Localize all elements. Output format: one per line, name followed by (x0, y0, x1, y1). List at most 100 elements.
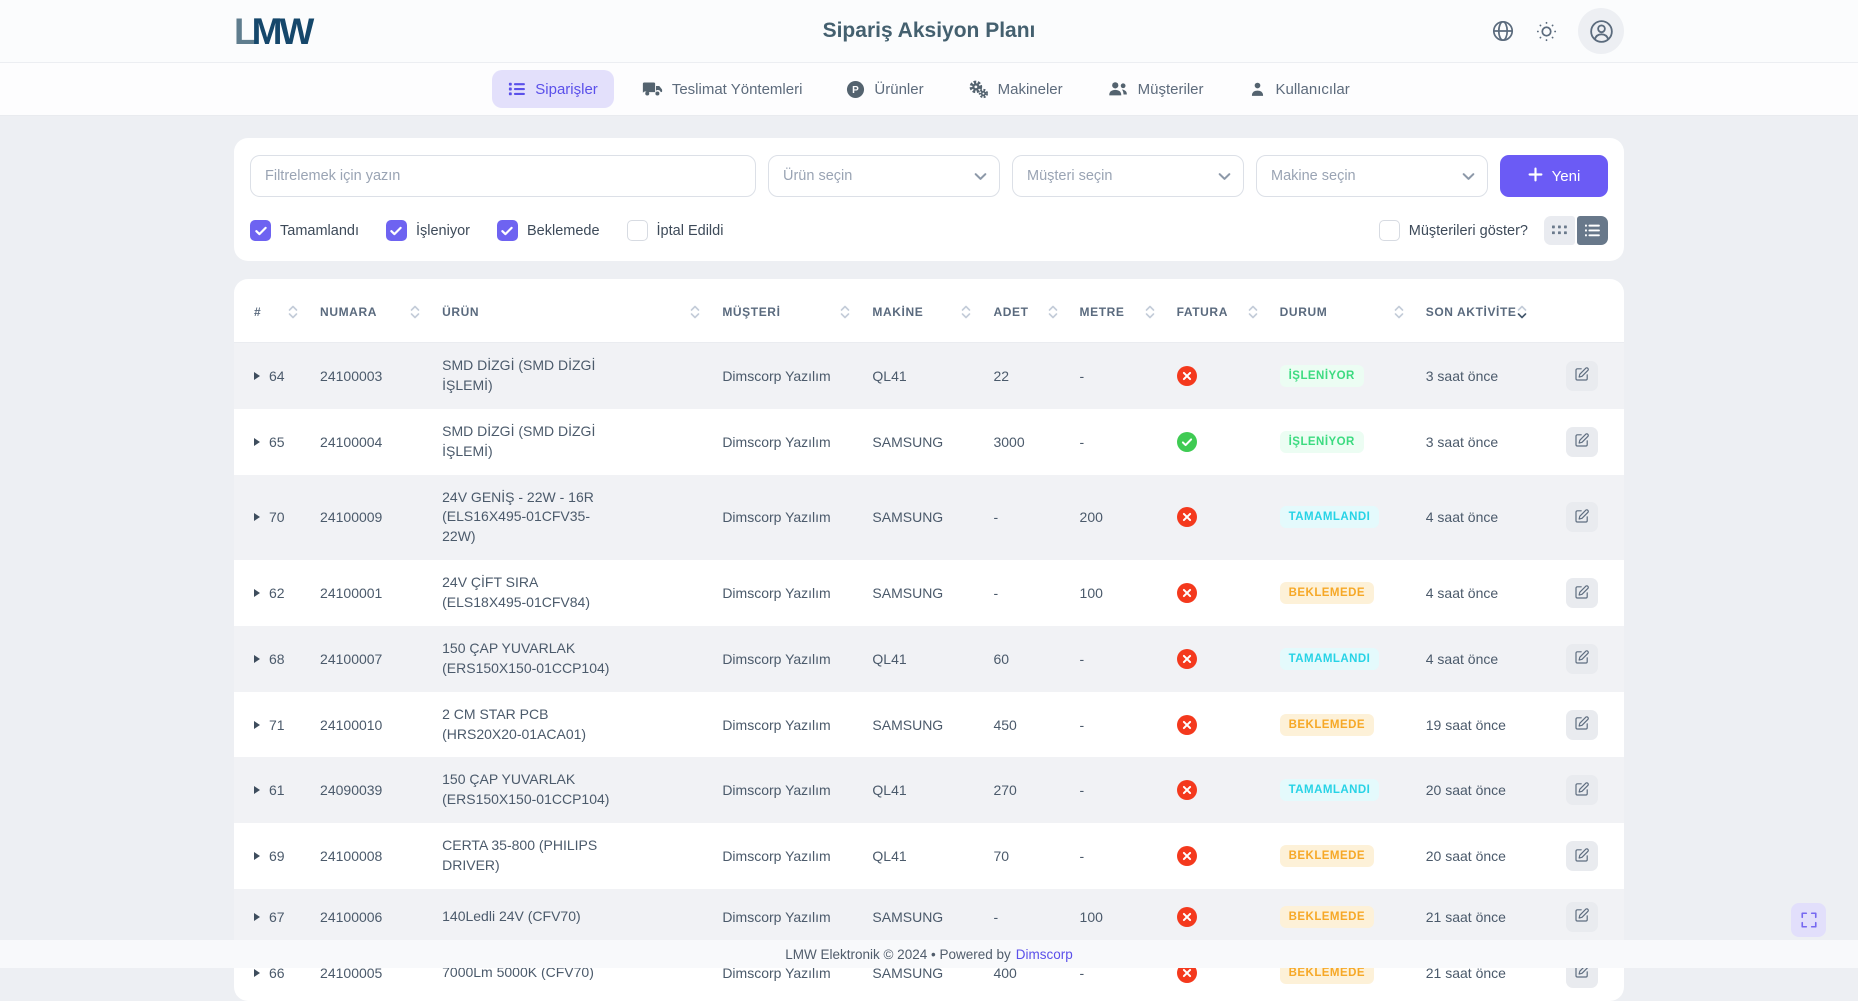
sort-icon[interactable] (1394, 304, 1404, 320)
column-header-adet[interactable]: ADET (983, 279, 1069, 343)
nav-item-urunler[interactable]: P Ürünler (830, 70, 939, 109)
nav-item-teslimat-yontemleri[interactable]: Teslimat Yöntemleri (626, 69, 819, 110)
sort-icon[interactable] (690, 304, 700, 320)
column-header-id[interactable]: # (234, 279, 310, 343)
sort-icon[interactable] (1248, 304, 1258, 320)
fullscreen-button[interactable] (1791, 903, 1826, 937)
checkbox-box[interactable] (386, 220, 407, 241)
footer-dimscorp-link[interactable]: Dimscorp (1016, 947, 1073, 962)
cell-adet: 3000 (993, 434, 1024, 450)
nav-item-makineler[interactable]: Makineler (952, 69, 1079, 110)
select-musteri[interactable]: Müşteri seçin (1012, 155, 1244, 197)
nav-item-musteriler[interactable]: Müşteriler (1091, 68, 1220, 110)
column-header-musteri[interactable]: MÜŞTERİ (712, 279, 862, 343)
row-expand-caret[interactable] (254, 786, 260, 794)
cell-id: 65 (269, 434, 285, 450)
cell-urun: 24V GENİŞ - 22W - 16R (ELS16X495-01CFV35… (442, 488, 617, 548)
cell-metre: - (1080, 848, 1085, 864)
column-header-aktivite[interactable]: SON AKTİVİTE (1416, 279, 1538, 343)
cell-numara: 24100004 (320, 434, 382, 450)
checkbox-box[interactable] (627, 220, 648, 241)
row-expand-caret[interactable] (254, 372, 260, 380)
status-badge: BEKLEMEDE (1280, 906, 1374, 928)
status-filter-checkbox[interactable]: İşleniyor (386, 220, 470, 241)
nav-item-label: Müşteriler (1138, 81, 1204, 98)
cell-metre: 100 (1080, 909, 1103, 925)
table-row: 71 24100010 2 CM STAR PCB (HRS20X20-01AC… (234, 692, 1624, 758)
invoice-error-icon[interactable] (1177, 366, 1262, 386)
sort-icon[interactable] (410, 304, 420, 320)
row-expand-caret[interactable] (254, 513, 260, 521)
column-label: MAKİNE (872, 305, 923, 319)
column-header-makine[interactable]: MAKİNE (862, 279, 983, 343)
cell-musteri: Dimscorp Yazılım (722, 434, 830, 450)
list-view-button[interactable] (1577, 216, 1608, 245)
row-expand-caret[interactable] (254, 969, 260, 977)
column-header-urun[interactable]: ÜRÜN (432, 279, 712, 343)
invoice-ok-icon[interactable] (1177, 432, 1262, 452)
select-makine[interactable]: Makine seçin (1256, 155, 1488, 197)
sort-icon[interactable] (288, 304, 298, 320)
sort-icon[interactable] (1145, 304, 1155, 320)
column-header-fatura[interactable]: FATURA (1167, 279, 1270, 343)
invoice-error-icon[interactable] (1177, 507, 1262, 527)
edit-button[interactable] (1566, 502, 1598, 532)
cell-adet: 450 (993, 717, 1016, 733)
invoice-error-icon[interactable] (1177, 780, 1262, 800)
sort-icon[interactable] (840, 304, 850, 320)
edit-button[interactable] (1566, 775, 1598, 805)
filter-card: Ürün seçin Müşteri seçin Makine seçin Ye… (234, 138, 1624, 261)
row-expand-caret[interactable] (254, 655, 260, 663)
row-expand-caret[interactable] (254, 721, 260, 729)
checkbox-box[interactable] (1379, 220, 1400, 241)
user-avatar-button[interactable] (1578, 8, 1624, 54)
column-header-metre[interactable]: METRE (1070, 279, 1167, 343)
edit-icon (1574, 584, 1590, 603)
checkbox-box[interactable] (497, 220, 518, 241)
invoice-error-icon[interactable] (1177, 583, 1262, 603)
grid-view-button[interactable] (1544, 216, 1575, 245)
sort-icon[interactable] (1048, 304, 1058, 320)
column-header-edit[interactable] (1538, 279, 1624, 343)
edit-button[interactable] (1566, 644, 1598, 674)
cell-musteri: Dimscorp Yazılım (722, 651, 830, 667)
cell-urun: 150 ÇAP YUVARLAK (ERS150X150-01CCP104) (442, 770, 617, 810)
svg-text:P: P (853, 85, 860, 96)
edit-button[interactable] (1566, 841, 1598, 871)
row-expand-caret[interactable] (254, 852, 260, 860)
nav-item-kullanicilar[interactable]: Kullanıcılar (1232, 70, 1366, 109)
column-header-durum[interactable]: DURUM (1270, 279, 1416, 343)
edit-button[interactable] (1566, 578, 1598, 608)
nav-item-siparisler[interactable]: Siparişler (492, 70, 614, 108)
search-input[interactable] (250, 155, 756, 197)
edit-button[interactable] (1566, 710, 1598, 740)
row-expand-caret[interactable] (254, 913, 260, 921)
show-customers-checkbox[interactable]: Müşterileri göster? (1379, 220, 1528, 241)
edit-button[interactable] (1566, 361, 1598, 391)
invoice-error-icon[interactable] (1177, 715, 1262, 735)
theme-toggle-sun-icon[interactable] (1535, 20, 1558, 43)
edit-button[interactable] (1566, 902, 1598, 932)
globe-icon[interactable] (1491, 19, 1515, 43)
sort-icon[interactable] (961, 304, 971, 320)
invoice-error-icon[interactable] (1177, 649, 1262, 669)
lmw-logo[interactable]: LMW (234, 13, 311, 50)
column-label: SON AKTİVİTE (1426, 305, 1517, 319)
status-filter-checkbox[interactable]: İptal Edildi (627, 220, 724, 241)
row-expand-caret[interactable] (254, 589, 260, 597)
cell-adet: 22 (993, 368, 1009, 384)
cell-aktivite: 4 saat önce (1426, 509, 1498, 525)
sort-icon[interactable] (1517, 304, 1527, 320)
status-filter-checkbox[interactable]: Beklemede (497, 220, 600, 241)
row-expand-caret[interactable] (254, 438, 260, 446)
new-button[interactable]: Yeni (1500, 155, 1608, 197)
select-urun[interactable]: Ürün seçin (768, 155, 1000, 197)
checkbox-box[interactable] (250, 220, 271, 241)
invoice-error-icon[interactable] (1177, 907, 1262, 927)
edit-button[interactable] (1566, 427, 1598, 457)
invoice-error-icon[interactable] (1177, 846, 1262, 866)
status-filter-checkbox[interactable]: Tamamlandı (250, 220, 359, 241)
column-header-numara[interactable]: NUMARA (310, 279, 432, 343)
person-icon (1248, 80, 1267, 99)
cell-metre: - (1080, 651, 1085, 667)
